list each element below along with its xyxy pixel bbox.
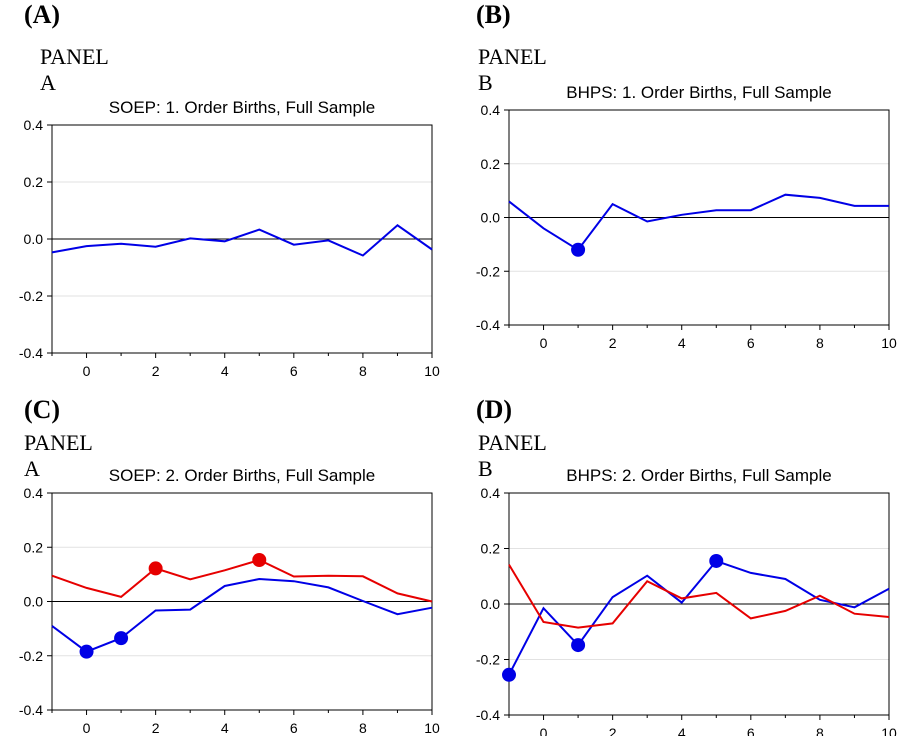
- x-tick-label: 2: [152, 363, 160, 379]
- x-tick-label: 0: [540, 725, 548, 736]
- significant-point: [252, 552, 267, 567]
- y-tick-label: 0.0: [24, 231, 44, 247]
- significant-point: [79, 644, 94, 659]
- y-tick-label: 0.0: [481, 210, 501, 226]
- chart-soep-second-births: SOEP: 2. Order Births, Full Sample -0.4 -0…: [19, 466, 440, 736]
- series-line: [508, 193, 889, 252]
- significant-point: [571, 242, 586, 257]
- chart-bhps-first-births: BHPS: 1. Order Births, Full Sample -0.4 -0…: [476, 83, 897, 351]
- chart-title: SOEP: 2. Order Births, Full Sample: [109, 466, 375, 485]
- series-line: [51, 577, 433, 653]
- panel-letter: (A): [24, 0, 61, 29]
- x-tick-label: 10: [424, 720, 440, 736]
- chart-title: SOEP: 1. Order Births, Full Sample: [109, 98, 375, 117]
- significant-point: [148, 561, 163, 576]
- x-tick-label: 6: [747, 725, 755, 736]
- chart-bhps-second-births: BHPS: 2. Order Births, Full Sample -0.4 -0…: [476, 466, 897, 736]
- x-tick-label: 6: [290, 363, 298, 379]
- x-tick-label: 4: [678, 725, 686, 736]
- x-tick-label: 6: [290, 720, 298, 736]
- chart-soep-first-births: SOEP: 1. Order Births, Full Sample -0.4 -0…: [19, 98, 440, 379]
- panel-label: PANEL B: [478, 430, 547, 481]
- significant-point: [502, 667, 516, 682]
- chart-title: BHPS: 1. Order Births, Full Sample: [566, 83, 831, 102]
- series-line: [51, 224, 433, 257]
- x-tick-label: 2: [609, 335, 617, 351]
- x-tick-label: 2: [609, 725, 617, 736]
- significant-point: [114, 631, 129, 646]
- panel-letter: (D): [476, 395, 513, 424]
- x-tick-label: 4: [221, 720, 229, 736]
- plot-frame: [508, 109, 890, 326]
- y-tick-label: -0.4: [476, 317, 500, 333]
- x-tick-label: 0: [83, 720, 91, 736]
- significant-point: [709, 553, 724, 568]
- y-tick-label: 0.0: [481, 596, 501, 612]
- y-tick-label: 0.4: [24, 117, 44, 133]
- y-tick-label: -0.2: [476, 263, 500, 279]
- y-tick-label: 0.4: [481, 485, 501, 501]
- plot-frame: [508, 492, 890, 716]
- x-tick-label: 6: [747, 335, 755, 351]
- significant-point: [571, 638, 586, 653]
- x-tick-label: 10: [424, 363, 440, 379]
- y-tick-label: 0.2: [24, 174, 44, 190]
- x-tick-label: 8: [359, 363, 367, 379]
- y-tick-label: 0.4: [481, 102, 501, 118]
- x-tick-label: 4: [678, 335, 686, 351]
- x-tick-label: 10: [881, 725, 897, 736]
- y-tick-label: 0.0: [24, 594, 44, 610]
- series-line: [508, 564, 890, 629]
- x-tick-label: 10: [881, 335, 897, 351]
- x-tick-label: 4: [221, 363, 229, 379]
- y-tick-label: 0.2: [481, 541, 501, 557]
- x-tick-label: 0: [540, 335, 548, 351]
- panel-letter: (B): [476, 0, 511, 29]
- y-tick-label: -0.2: [19, 648, 43, 664]
- x-tick-label: 8: [816, 725, 824, 736]
- x-tick-label: 2: [152, 720, 160, 736]
- series-line: [508, 559, 890, 676]
- y-tick-label: -0.2: [19, 288, 43, 304]
- panel-label: PANEL A: [40, 44, 109, 95]
- y-tick-label: -0.4: [19, 702, 43, 718]
- x-tick-label: 8: [816, 335, 824, 351]
- y-tick-label: -0.4: [19, 345, 43, 361]
- series-line: [51, 558, 433, 603]
- panel-letter: (C): [24, 395, 61, 424]
- y-tick-label: 0.4: [24, 485, 44, 501]
- x-tick-label: 8: [359, 720, 367, 736]
- plot-frame: [51, 124, 433, 354]
- panel-label: PANEL A: [24, 430, 93, 481]
- y-tick-label: 0.2: [481, 156, 501, 172]
- y-tick-label: 0.2: [24, 539, 44, 555]
- y-tick-label: -0.4: [476, 707, 500, 723]
- y-tick-label: -0.2: [476, 652, 500, 668]
- chart-title: BHPS: 2. Order Births, Full Sample: [566, 466, 831, 485]
- panel-label: PANEL B: [478, 44, 547, 95]
- x-tick-label: 0: [83, 363, 91, 379]
